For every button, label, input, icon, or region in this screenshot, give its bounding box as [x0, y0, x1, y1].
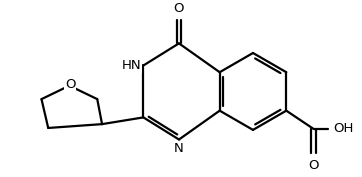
Text: HN: HN: [122, 59, 142, 72]
Text: OH: OH: [334, 122, 354, 135]
Text: O: O: [174, 2, 184, 15]
Text: O: O: [65, 78, 76, 91]
Text: O: O: [308, 159, 319, 172]
Text: N: N: [174, 142, 184, 155]
